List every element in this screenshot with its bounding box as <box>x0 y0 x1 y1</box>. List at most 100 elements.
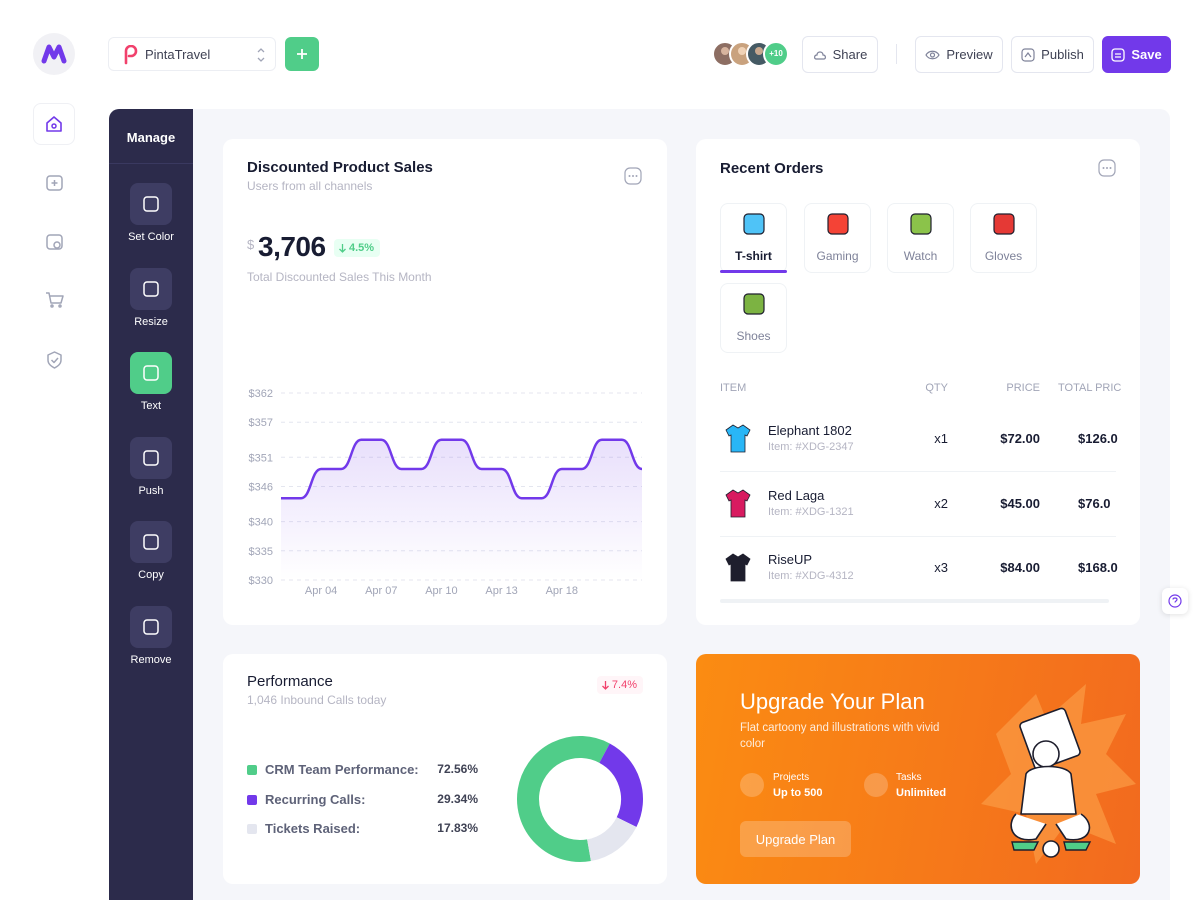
card-subtitle: 1,046 Inbound Calls today <box>247 693 387 707</box>
sales-caption: Total Discounted Sales This Month <box>247 270 432 284</box>
sales-amount: 3,706 <box>258 231 326 262</box>
item-image <box>720 549 756 585</box>
tab-icon <box>743 213 765 235</box>
legend-swatch <box>247 824 257 834</box>
tool-label: Push <box>138 484 164 497</box>
upgrade-text: Flat cartoony and illustrations with viv… <box>740 722 940 750</box>
legend-value: 72.56% <box>437 762 478 776</box>
save-icon <box>1111 47 1125 62</box>
tool-button[interactable] <box>130 183 172 225</box>
tool-sidebar: Manage Set Color Resize Text Push Copy Remove <box>109 109 193 900</box>
tab-label: Shoes <box>736 329 771 343</box>
down-arrow <box>339 244 346 253</box>
item-total: $126.0 <box>1078 431 1118 446</box>
item-price: $45.00 <box>1000 495 1040 511</box>
scrollbar <box>720 599 1109 603</box>
feature-value: Up to 500 <box>773 787 823 799</box>
upgrade-card: Upgrade Your Plan Flat cartoony and illu… <box>696 654 1140 884</box>
item-sku: Item: #XDG-1321 <box>768 505 854 518</box>
nav-home[interactable] <box>33 103 75 145</box>
card-menu[interactable] <box>1098 159 1116 177</box>
preview-label: Preview <box>946 47 993 62</box>
feature-icon <box>864 773 888 797</box>
project-select[interactable]: PintaTravel <box>108 37 276 71</box>
tshirt <box>725 424 751 453</box>
project-icon <box>124 45 138 65</box>
tool-label: Text <box>140 400 162 413</box>
publish-button[interactable]: Publish <box>1011 36 1094 73</box>
active-tab-indicator <box>720 270 787 273</box>
tool-button[interactable] <box>130 267 172 310</box>
tool-button[interactable] <box>130 521 172 564</box>
item-image <box>720 420 756 456</box>
item-qty: x3 <box>934 560 948 575</box>
item-qty: x1 <box>934 431 948 446</box>
tool-label: Copy <box>138 569 164 582</box>
feature-icon <box>740 773 764 797</box>
orders-card: Recent Orders T-shirt Gaming Watch Gloves Sh… <box>696 139 1140 625</box>
tool-label: Set Color <box>128 231 174 243</box>
column-header: TOTAL PRIC <box>1058 382 1122 394</box>
illustration <box>981 684 1136 864</box>
share-button[interactable]: Share <box>802 36 878 73</box>
card-subtitle: Users from all channels <box>247 179 373 193</box>
card-menu[interactable] <box>624 167 642 185</box>
publish-label: Publish <box>1041 47 1084 62</box>
tab-icon <box>993 213 1015 235</box>
down-arrow <box>601 681 609 690</box>
select-chevrons <box>257 48 265 62</box>
order-tab[interactable]: Gaming <box>804 203 871 273</box>
order-tab[interactable]: Shoes <box>720 283 787 353</box>
tshirt <box>725 553 751 582</box>
tool-button[interactable] <box>130 352 172 395</box>
avatar-group <box>712 41 789 67</box>
sales-card: Discounted Product Sales Users from all … <box>223 139 667 625</box>
tab-icon <box>827 213 849 235</box>
tool-button[interactable] <box>130 436 172 479</box>
legend-swatch <box>247 765 257 775</box>
tab-icon <box>910 213 932 235</box>
save-label: Save <box>1131 47 1162 62</box>
card-title: Recent Orders <box>720 160 824 177</box>
item-name: Red Laga <box>768 487 825 503</box>
tab-label: Gloves <box>984 249 1023 263</box>
nav-icon <box>46 116 62 132</box>
order-tab[interactable]: T-shirt <box>720 203 787 273</box>
share-icon <box>813 50 826 60</box>
tool-icon <box>143 280 159 297</box>
feature-label: Tasks <box>896 772 922 783</box>
tab-label: Watch <box>903 249 938 263</box>
item-price: $72.00 <box>1000 431 1040 446</box>
help-button[interactable] <box>1162 588 1188 614</box>
legend-swatch <box>247 794 257 805</box>
logo-mark <box>41 44 67 64</box>
nav-icons[interactable] <box>40 168 70 378</box>
preview-button[interactable]: Preview <box>915 36 1003 73</box>
item-total: $76.0 <box>1078 495 1111 511</box>
legend-value: 17.83% <box>437 821 478 835</box>
column-header: ITEM <box>720 382 747 394</box>
help-icon <box>1168 594 1182 608</box>
tool-button[interactable] <box>130 606 172 648</box>
add-icon <box>297 49 307 59</box>
item-total: $168.0 <box>1078 560 1118 575</box>
tab-icon <box>743 293 765 315</box>
publish-icon <box>1021 47 1035 62</box>
column-header: QTY <box>925 382 948 394</box>
row-divider <box>720 535 1116 537</box>
save-button[interactable]: Save <box>1102 36 1171 73</box>
add-button[interactable] <box>285 37 319 71</box>
card-title: Performance <box>247 673 333 690</box>
order-tab[interactable]: Watch <box>887 203 954 273</box>
tab-label: Gaming <box>816 249 859 263</box>
change-badge: 7.4% <box>596 676 643 694</box>
logo[interactable] <box>33 33 75 75</box>
upgrade-button[interactable]: Upgrade Plan <box>740 821 851 857</box>
project-name: PintaTravel <box>145 47 211 62</box>
avatars-more: +10 <box>769 49 783 58</box>
upgrade-title: Upgrade Your Plan <box>740 689 925 714</box>
legend-label: Recurring Calls: <box>265 791 366 807</box>
item-sku: Item: #XDG-2347 <box>768 441 854 453</box>
order-tab[interactable]: Gloves <box>970 203 1037 273</box>
